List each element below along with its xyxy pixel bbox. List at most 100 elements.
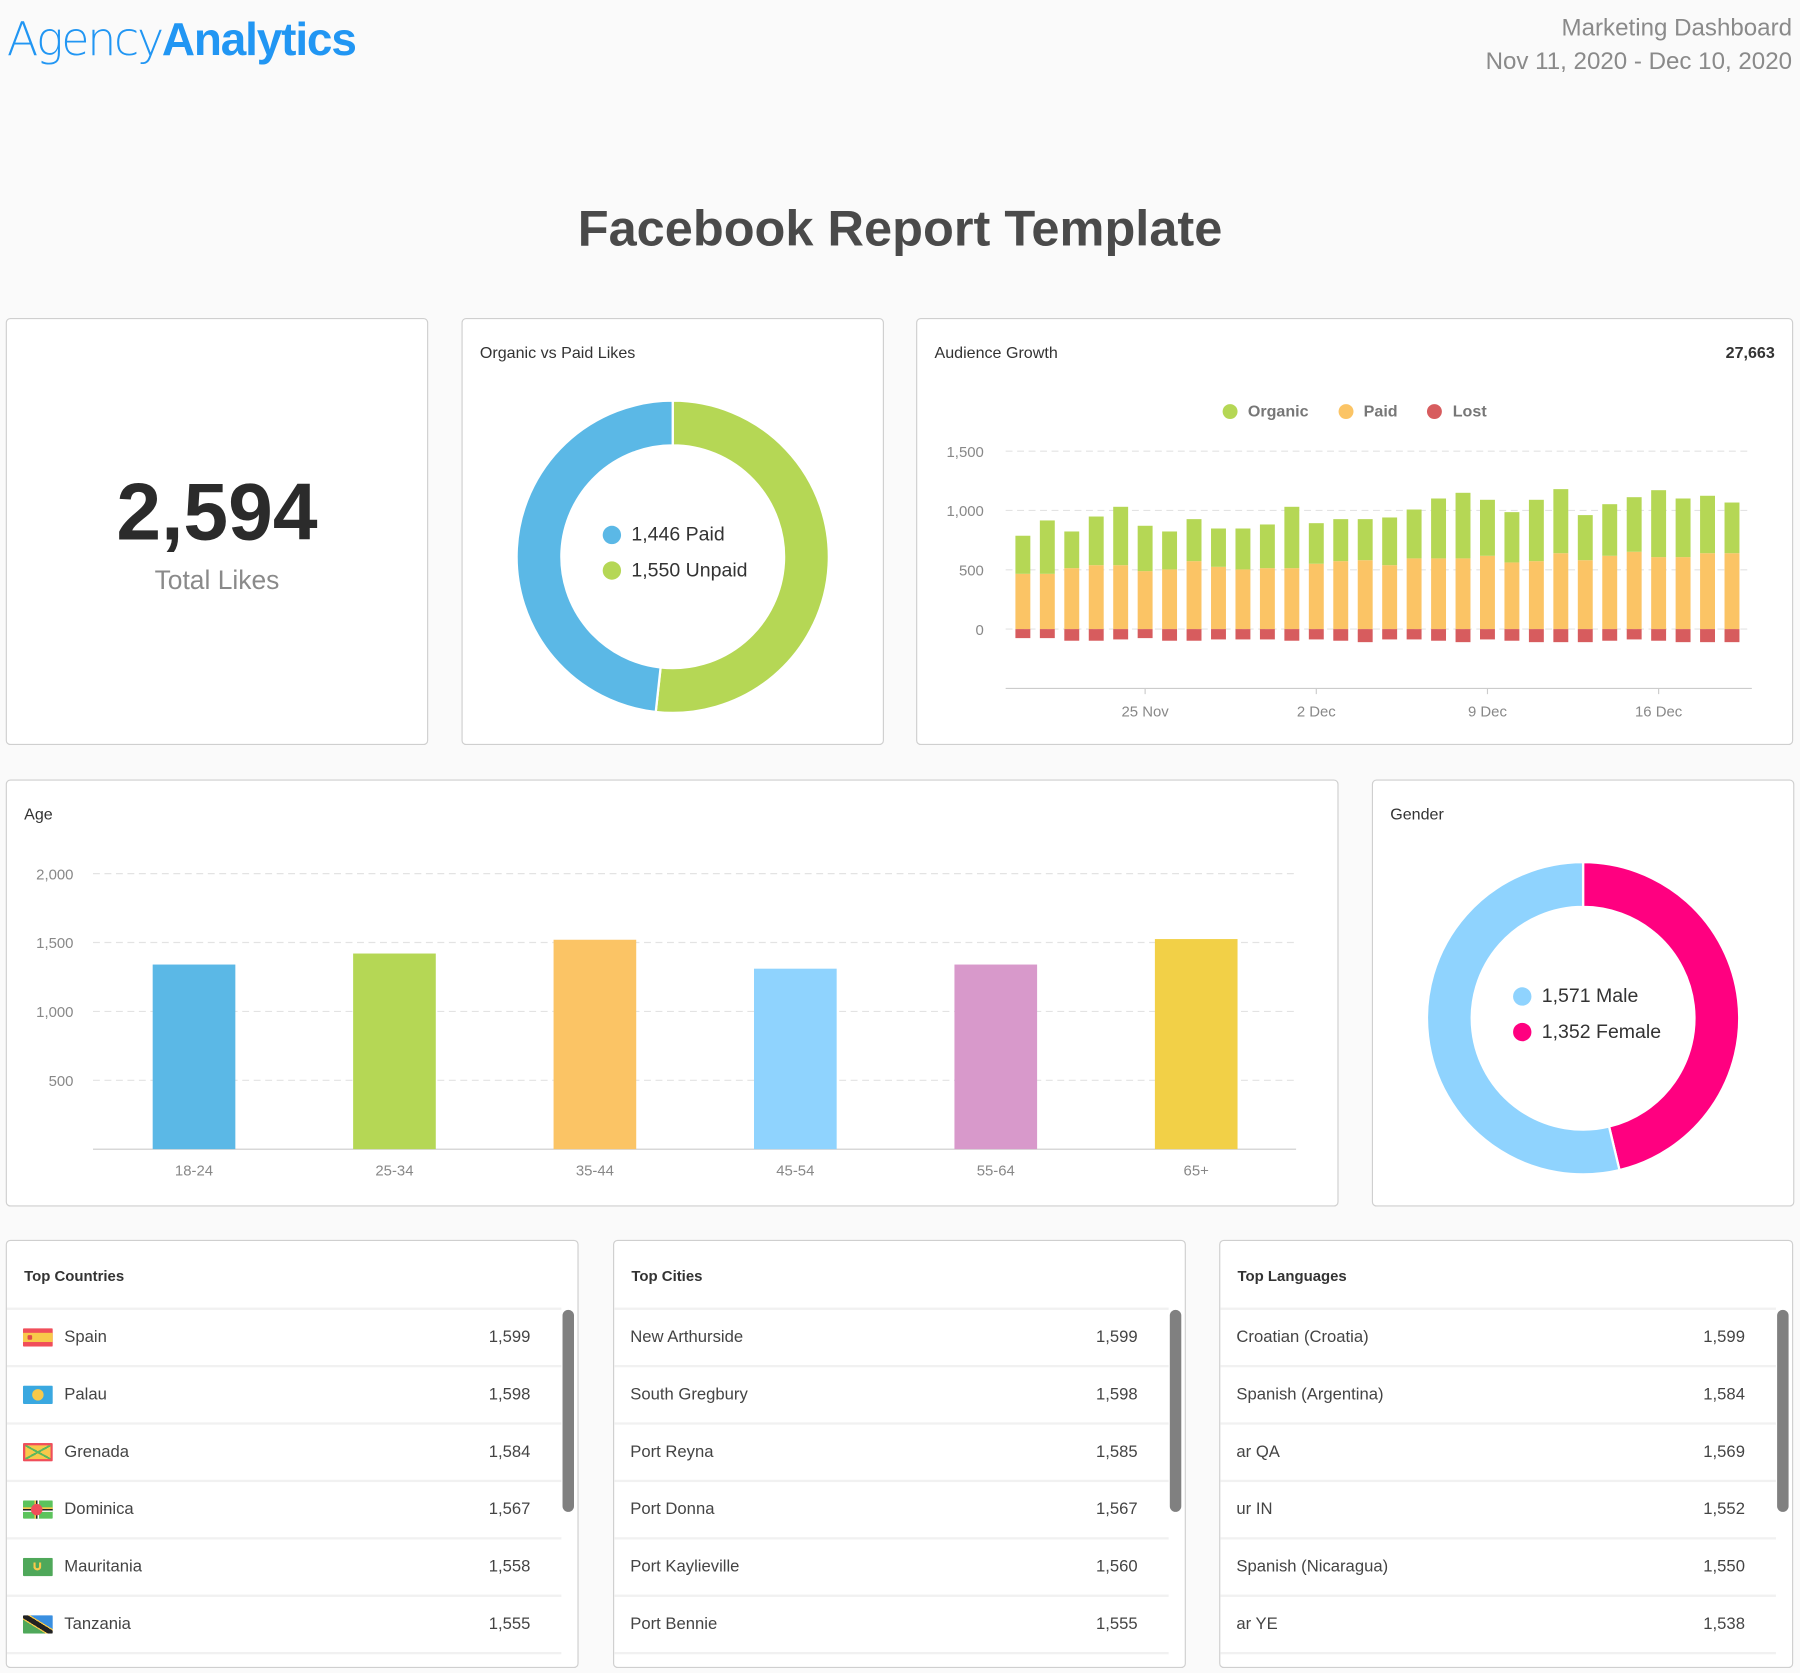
bar-organic[interactable]: [1431, 498, 1447, 559]
bar-paid[interactable]: [1455, 558, 1471, 630]
bar-paid[interactable]: [1015, 573, 1031, 630]
bar-organic[interactable]: [1504, 512, 1520, 563]
bar-age-18-24[interactable]: [152, 964, 236, 1150]
bar-paid[interactable]: [1333, 561, 1349, 630]
bar-paid[interactable]: [1577, 560, 1593, 630]
bar-lost[interactable]: [1259, 629, 1275, 640]
bar-paid[interactable]: [1675, 557, 1691, 630]
bar-paid[interactable]: [1700, 553, 1715, 630]
scrollbar[interactable]: [1777, 1309, 1789, 1512]
bar-lost[interactable]: [1504, 629, 1520, 641]
bar-age-35-44[interactable]: [553, 939, 637, 1150]
bar-paid[interactable]: [1357, 560, 1373, 630]
bar-lost[interactable]: [1480, 629, 1495, 640]
bar-paid[interactable]: [1113, 565, 1129, 630]
bar-paid[interactable]: [1626, 551, 1642, 630]
scrollbar[interactable]: [1169, 1309, 1182, 1512]
bar-paid[interactable]: [1186, 561, 1202, 630]
scrollbar[interactable]: [562, 1309, 574, 1512]
bar-paid[interactable]: [1039, 573, 1055, 630]
bar-organic[interactable]: [1015, 535, 1031, 574]
bar-organic[interactable]: [1651, 490, 1667, 558]
bar-lost[interactable]: [1284, 629, 1300, 641]
bar-organic[interactable]: [1333, 519, 1349, 562]
bar-lost[interactable]: [1113, 629, 1129, 640]
bar-paid[interactable]: [1724, 553, 1740, 630]
bar-paid[interactable]: [1602, 555, 1618, 630]
bar-organic[interactable]: [1724, 502, 1740, 554]
bar-organic[interactable]: [1186, 519, 1202, 562]
bar-lost[interactable]: [1137, 629, 1153, 639]
bar-lost[interactable]: [1088, 629, 1104, 641]
bar-lost[interactable]: [1455, 629, 1471, 643]
bar-organic[interactable]: [1064, 531, 1080, 569]
bar-lost[interactable]: [1039, 629, 1055, 639]
bar-paid[interactable]: [1382, 565, 1398, 630]
bar-paid[interactable]: [1211, 566, 1226, 630]
bar-organic[interactable]: [1284, 506, 1300, 569]
legend-item-lost[interactable]: Lost: [1427, 402, 1487, 420]
bar-organic[interactable]: [1577, 515, 1593, 561]
donut-slice-male[interactable]: [1425, 860, 1621, 1176]
bar-organic[interactable]: [1211, 528, 1226, 567]
bar-organic[interactable]: [1357, 519, 1373, 561]
bar-paid[interactable]: [1504, 562, 1520, 630]
bar-organic[interactable]: [1259, 524, 1275, 569]
bar-organic[interactable]: [1162, 531, 1178, 570]
bar-lost[interactable]: [1553, 629, 1569, 643]
bar-lost[interactable]: [1333, 629, 1349, 641]
bar-lost[interactable]: [1700, 629, 1715, 643]
bar-paid[interactable]: [1406, 558, 1422, 630]
bar-lost[interactable]: [1675, 629, 1691, 643]
bar-lost[interactable]: [1626, 629, 1642, 640]
bar-paid[interactable]: [1553, 553, 1569, 630]
bar-lost[interactable]: [1064, 629, 1080, 641]
bar-lost[interactable]: [1651, 629, 1667, 641]
bar-age-45-54[interactable]: [754, 968, 837, 1150]
donut-slice-unpaid[interactable]: [654, 399, 830, 715]
bar-paid[interactable]: [1284, 568, 1300, 630]
bar-organic[interactable]: [1039, 520, 1055, 574]
bar-lost[interactable]: [1724, 629, 1740, 643]
bar-paid[interactable]: [1259, 568, 1275, 630]
bar-organic[interactable]: [1700, 495, 1715, 554]
bar-lost[interactable]: [1357, 629, 1373, 643]
bar-lost[interactable]: [1382, 629, 1398, 640]
bar-age-65+[interactable]: [1154, 939, 1238, 1150]
bar-paid[interactable]: [1651, 557, 1667, 630]
legend-item-organic[interactable]: Organic: [1222, 402, 1309, 420]
bar-organic[interactable]: [1113, 506, 1129, 566]
bar-age-55-64[interactable]: [954, 964, 1038, 1150]
bar-organic[interactable]: [1675, 498, 1691, 558]
bar-organic[interactable]: [1626, 497, 1642, 552]
bar-lost[interactable]: [1431, 629, 1447, 641]
bar-organic[interactable]: [1406, 509, 1422, 559]
bar-organic[interactable]: [1602, 504, 1618, 556]
bar-organic[interactable]: [1235, 528, 1251, 570]
bar-paid[interactable]: [1308, 563, 1324, 630]
bar-paid[interactable]: [1431, 558, 1447, 630]
bar-paid[interactable]: [1528, 561, 1544, 630]
bar-lost[interactable]: [1406, 629, 1422, 640]
bar-organic[interactable]: [1455, 492, 1471, 559]
bar-lost[interactable]: [1235, 629, 1251, 640]
bar-organic[interactable]: [1137, 525, 1153, 572]
bar-lost[interactable]: [1211, 629, 1226, 640]
bar-paid[interactable]: [1088, 565, 1104, 630]
bar-organic[interactable]: [1480, 499, 1495, 556]
bar-organic[interactable]: [1553, 489, 1569, 554]
bar-lost[interactable]: [1308, 629, 1324, 640]
bar-lost[interactable]: [1186, 629, 1202, 641]
bar-lost[interactable]: [1162, 629, 1178, 641]
legend-item-paid[interactable]: Paid: [1338, 402, 1398, 420]
bar-paid[interactable]: [1162, 569, 1178, 630]
donut-slice-female[interactable]: [1581, 860, 1741, 1172]
bar-organic[interactable]: [1528, 499, 1544, 562]
bar-organic[interactable]: [1088, 516, 1104, 566]
donut-slice-paid[interactable]: [515, 399, 674, 714]
bar-paid[interactable]: [1064, 568, 1080, 630]
bar-paid[interactable]: [1235, 569, 1251, 630]
bar-organic[interactable]: [1308, 523, 1324, 564]
bar-lost[interactable]: [1528, 629, 1544, 643]
bar-lost[interactable]: [1577, 629, 1593, 643]
